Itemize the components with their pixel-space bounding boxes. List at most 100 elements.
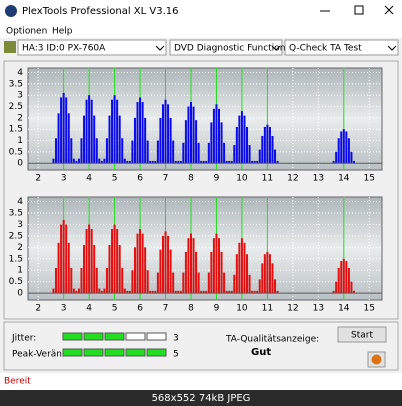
bar — [72, 158, 75, 164]
bar — [146, 270, 149, 294]
bar — [131, 270, 134, 294]
bar — [220, 122, 223, 164]
bar — [169, 249, 172, 294]
menu-item[interactable]: Optionen — [6, 27, 47, 37]
y-tick-label: 1 — [17, 266, 23, 276]
bar — [60, 224, 63, 294]
bar — [246, 126, 249, 164]
bar — [258, 279, 261, 294]
bar — [235, 126, 238, 164]
bar — [182, 142, 185, 164]
start-button[interactable] — [337, 326, 387, 343]
bar — [258, 149, 261, 164]
bar — [182, 272, 185, 294]
test-select[interactable] — [284, 39, 399, 56]
bar — [103, 288, 106, 294]
bar — [154, 290, 157, 294]
bar — [169, 117, 172, 164]
bar — [350, 151, 353, 164]
bar — [335, 281, 338, 294]
info-icon — [371, 354, 382, 365]
bar — [202, 290, 205, 294]
bar — [263, 254, 266, 294]
y-tick-label: 2.5 — [9, 231, 23, 241]
bar — [83, 245, 86, 294]
window-title: PlexTools Professional XL V3.16 — [22, 6, 179, 17]
level-segment-on — [104, 348, 125, 357]
start-button-text: Start — [351, 331, 373, 341]
status-bar — [0, 373, 402, 390]
bar — [187, 106, 190, 164]
bar — [212, 108, 215, 164]
level-segment-on — [104, 332, 125, 341]
bar — [197, 142, 200, 164]
jitter-label: Jitter: — [11, 334, 36, 344]
dropdown-arrow — [271, 45, 281, 51]
level-segment-off — [125, 332, 146, 341]
ta-value: Gut — [251, 347, 271, 358]
function-select[interactable] — [169, 39, 283, 56]
bar — [200, 290, 203, 294]
bar — [177, 290, 180, 294]
bar — [88, 95, 91, 164]
x-tick-label: 4 — [86, 304, 92, 314]
bar — [72, 288, 75, 294]
bar — [156, 272, 159, 294]
bar — [337, 267, 340, 294]
bar — [55, 267, 58, 294]
bar — [62, 92, 65, 164]
bar — [161, 104, 164, 164]
bar — [121, 138, 124, 164]
bar — [90, 229, 93, 294]
bar — [347, 138, 350, 164]
bar — [187, 238, 190, 294]
bar — [189, 102, 192, 164]
drive-select[interactable] — [17, 39, 167, 56]
bar — [268, 254, 271, 294]
bar — [52, 288, 55, 294]
bar — [215, 104, 218, 164]
x-tick-label: 4 — [86, 174, 92, 184]
test-select-text: Q-Check TA Test — [289, 44, 362, 54]
x-tick-label: 5 — [112, 304, 118, 314]
bar — [263, 126, 266, 164]
y-tick-label: 3 — [17, 220, 23, 230]
window-controls[interactable] — [320, 5, 394, 15]
bar — [345, 261, 348, 294]
bar — [246, 254, 249, 294]
x-tick-label: 8 — [188, 174, 194, 184]
bar — [141, 102, 144, 164]
bar — [116, 229, 119, 294]
bar — [93, 245, 96, 294]
bar — [57, 242, 60, 294]
x-tick-label: 12 — [287, 174, 298, 184]
caption-bar — [0, 390, 402, 406]
bar — [167, 104, 170, 164]
x-tick-label: 3 — [61, 304, 67, 314]
bar — [149, 290, 152, 294]
x-tick-label: 9 — [214, 304, 220, 314]
bar — [205, 160, 208, 164]
bar — [116, 99, 119, 164]
bar — [144, 117, 147, 164]
y-tick-label: 0.5 — [9, 277, 23, 287]
x-tick-label: 11 — [262, 174, 273, 184]
app-icon — [5, 5, 17, 17]
bar — [225, 160, 228, 164]
level-segment-on — [146, 348, 167, 357]
bar — [139, 97, 142, 164]
x-tick-label: 12 — [287, 304, 298, 314]
bar — [266, 251, 269, 294]
x-tick-label: 6 — [137, 304, 143, 314]
drive-icon — [4, 41, 16, 53]
bar — [225, 290, 228, 294]
x-tick-label: 13 — [313, 174, 324, 184]
menu-item[interactable]: Help — [52, 27, 73, 37]
drive-select-text: HA:3 ID:0 PX-760A — [22, 44, 106, 54]
bar — [337, 138, 340, 164]
bar — [342, 129, 345, 164]
dropdown-arrow — [155, 45, 165, 51]
bar — [75, 160, 78, 164]
x-tick-label: 2 — [35, 174, 41, 184]
